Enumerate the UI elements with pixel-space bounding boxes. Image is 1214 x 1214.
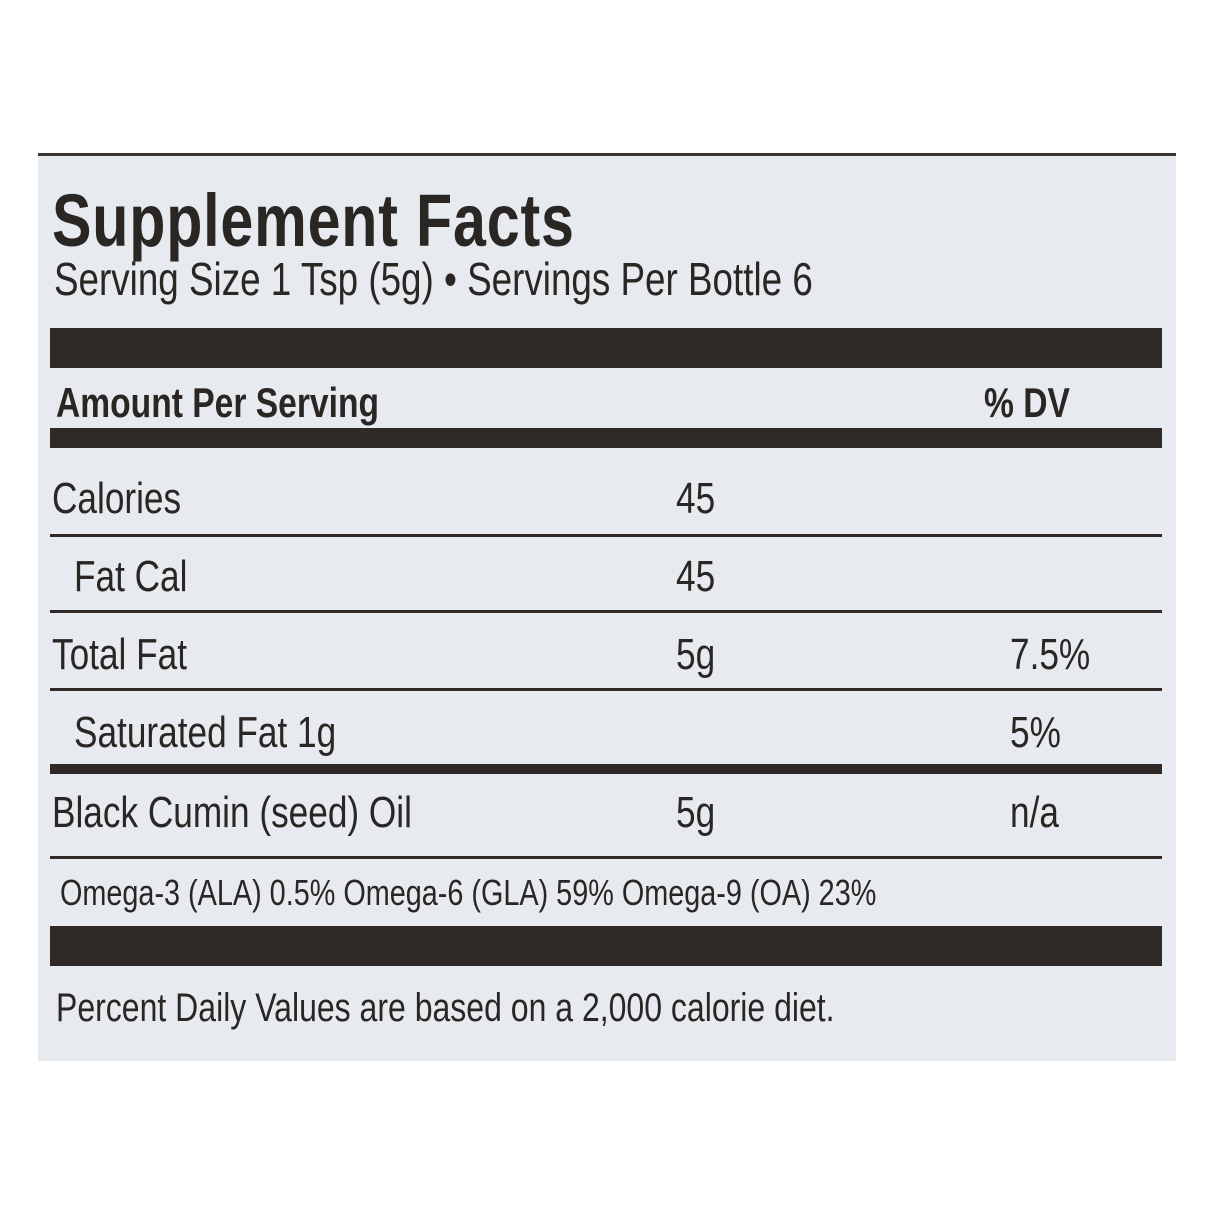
row-name: Total Fat xyxy=(52,630,187,679)
footnote: Percent Daily Values are based on a 2,00… xyxy=(56,986,835,1030)
row-dv: n/a xyxy=(1010,788,1059,837)
thick-divider xyxy=(50,926,1162,966)
row-amount: 5g xyxy=(676,630,716,679)
serving-info: Serving Size 1 Tsp (5g) • Servings Per B… xyxy=(54,253,813,305)
row-dv: 5% xyxy=(1010,708,1061,757)
divider xyxy=(50,764,1162,774)
divider xyxy=(50,534,1162,537)
dv-header: % DV xyxy=(984,379,1070,426)
medium-divider xyxy=(50,428,1162,448)
divider xyxy=(50,688,1162,691)
row-name: Calories xyxy=(52,474,182,523)
row-dv: 7.5% xyxy=(1010,630,1091,679)
divider xyxy=(50,856,1162,859)
divider xyxy=(50,610,1162,613)
row-name: Black Cumin (seed) Oil xyxy=(52,788,412,837)
thick-divider xyxy=(50,328,1162,368)
label-title: Supplement Facts xyxy=(52,179,575,262)
row-name: Saturated Fat 1g xyxy=(74,708,337,757)
omega-breakdown: Omega-3 (ALA) 0.5% Omega-6 (GLA) 59% Ome… xyxy=(60,872,877,913)
row-amount: 5g xyxy=(676,788,716,837)
row-name: Fat Cal xyxy=(74,552,188,601)
row-amount: 45 xyxy=(676,474,716,523)
row-amount: 45 xyxy=(676,552,716,601)
amount-per-serving-header: Amount Per Serving xyxy=(56,379,379,426)
supplement-facts-label: Supplement Facts Serving Size 1 Tsp (5g)… xyxy=(38,153,1176,1061)
